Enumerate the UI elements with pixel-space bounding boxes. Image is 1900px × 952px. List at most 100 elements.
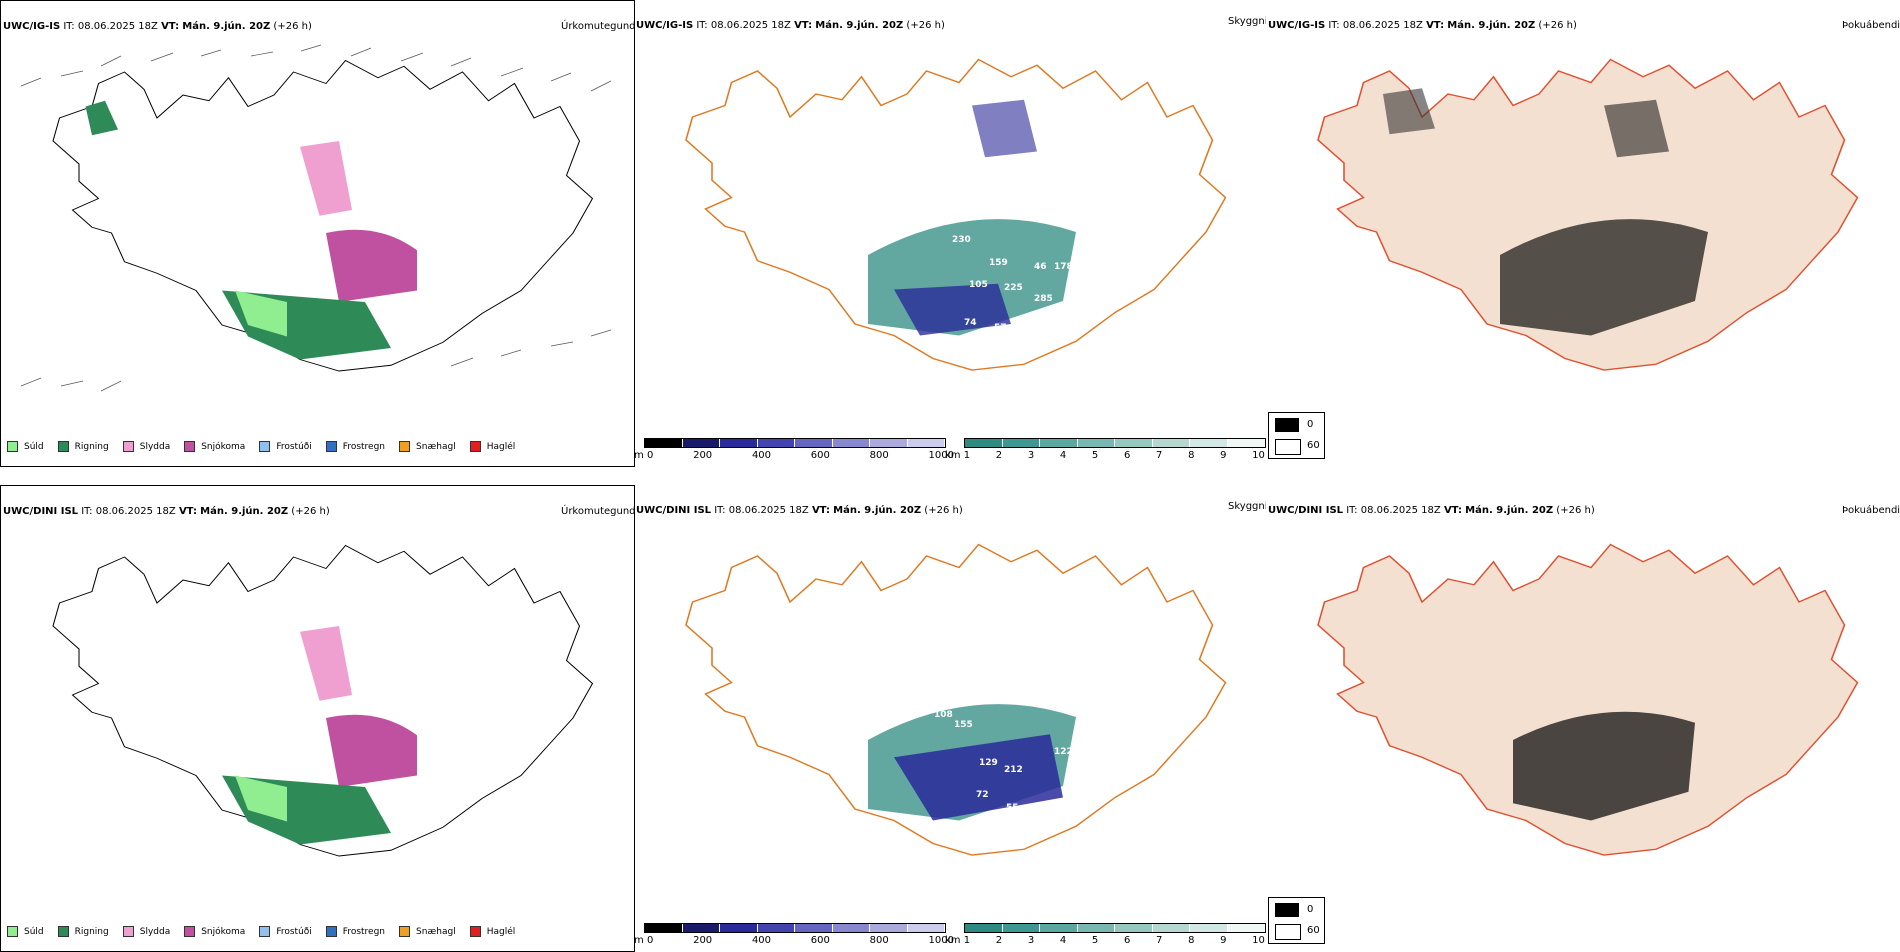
- precip-type-map-bottom: [52, 544, 594, 857]
- legend-swatch: [469, 926, 481, 937]
- fog-map-top: [1317, 58, 1859, 371]
- legend-swatch: [57, 441, 69, 452]
- panel-title-bottom-2: UWC/DINI ISL IT: 08.06.2025 18Z VT: Mán.…: [636, 505, 963, 516]
- legend-item: Slydda: [122, 441, 170, 452]
- legend-item: Rigning: [57, 441, 109, 452]
- cloud-label: 100: [989, 615, 1008, 625]
- panel-title-bottom-1: UWC/DINI ISL IT: 08.06.2025 18Z VT: Mán.…: [3, 506, 330, 517]
- cloud-label: 76: [934, 388, 947, 398]
- cloud-base-map-bottom: 100 65 108 155 129 212 343 122 93 100 72…: [685, 543, 1227, 856]
- cloud-base-label: Skyggni: [1228, 501, 1266, 512]
- cloud-label: 178: [1054, 262, 1073, 272]
- cloud-label: 105: [969, 280, 988, 290]
- cloud-label: 408: [1104, 276, 1123, 286]
- fog-legend-top: 0 60: [1268, 412, 1325, 459]
- legend-item: Haglél: [469, 441, 515, 452]
- cloud-label: 55: [1006, 803, 1019, 813]
- cloud-label: 54: [1014, 328, 1027, 338]
- legend-swatch: [399, 441, 411, 452]
- fog-panel-bottom: UWC/DINI ISL IT: 08.06.2025 18Z VT: Mán.…: [1266, 485, 1900, 950]
- cloud-label: 285: [1034, 294, 1053, 304]
- cloud-label: 225: [1004, 283, 1023, 293]
- cloud-label: 237: [986, 181, 1005, 191]
- cloud-label: 182: [1014, 176, 1033, 186]
- legend-item: Snæhagl: [399, 926, 456, 937]
- precip-type-panel-bottom: UWC/DINI ISL IT: 08.06.2025 18Z VT: Mán.…: [0, 485, 635, 952]
- legend-item: Súld: [7, 441, 44, 452]
- cloud-label: 74: [964, 318, 977, 328]
- fog-label: Þokuábendi: [1842, 20, 1900, 31]
- legend-swatch: [7, 441, 18, 452]
- cloud-label: 212: [1004, 765, 1023, 775]
- cloud-label: 105: [989, 348, 1008, 358]
- panel-title-top-3: UWC/IG-IS IT: 08.06.2025 18Z VT: Mán. 9.…: [1268, 20, 1577, 31]
- colorbar-km-top: [964, 438, 1266, 448]
- cloud-label: 12: [954, 823, 967, 833]
- colorbar-km-bottom: [964, 923, 1266, 933]
- fog-map-bottom: [1317, 543, 1859, 856]
- precip-legend-bottom: Súld Rigning Slydda Snjókoma Frostúði Fr…: [7, 926, 529, 937]
- colorbar-m-top: [644, 438, 946, 448]
- fog-label: Þokuábendi: [1842, 505, 1900, 516]
- cloud-label: 80: [910, 388, 923, 398]
- panel-title-top-2: UWC/IG-IS IT: 08.06.2025 18Z VT: Mán. 9.…: [636, 20, 945, 31]
- panel-title-bottom-3: UWC/DINI ISL IT: 08.06.2025 18Z VT: Mán.…: [1268, 505, 1595, 516]
- legend-item: Frostúði: [259, 441, 312, 452]
- cloud-label: 122: [1054, 747, 1073, 757]
- cloud-label: 334: [1084, 258, 1103, 268]
- legend-item: Súld: [7, 926, 44, 937]
- cloud-base-map-top: 159 46 178 334 153 105 225 285 74 57 54 …: [685, 58, 1227, 398]
- legend-swatch: [325, 441, 337, 452]
- precip-type-label: Úrkomutegund: [561, 21, 635, 32]
- fog-legend-bottom: 0 60: [1268, 897, 1325, 944]
- cloud-base-label: Skyggni: [1228, 16, 1266, 27]
- legend-item: Snjókoma: [184, 926, 245, 937]
- cloud-label: 65: [1059, 663, 1072, 673]
- legend-swatch: [184, 441, 196, 452]
- cloud-label: 76: [1044, 121, 1057, 131]
- legend-item: Snjókoma: [184, 441, 245, 452]
- colorbar-km-ticks: km 1 2 3 4 5 6 7 8 9 10: [945, 935, 1265, 946]
- cloud-label: 69: [1099, 778, 1112, 788]
- legend-item: Haglél: [469, 926, 515, 937]
- legend-swatch: [399, 926, 411, 937]
- legend-item: Rigning: [57, 926, 109, 937]
- precip-type-panel-top: UWC/IG-IS IT: 08.06.2025 18Z VT: Mán. 9.…: [0, 0, 635, 467]
- legend-swatch: [122, 926, 134, 937]
- cloud-label: 159: [989, 258, 1008, 268]
- cloud-label: 57: [994, 323, 1007, 333]
- cloud-label: 93: [1120, 730, 1133, 740]
- cloud-base-panel-top: UWC/IG-IS IT: 08.06.2025 18Z VT: Mán. 9.…: [634, 0, 1266, 465]
- legend-swatch: [122, 441, 134, 452]
- cloud-label: 153: [1114, 258, 1133, 268]
- legend-swatch: [469, 441, 481, 452]
- colorbar-m-ticks: m 0 200 400 600 800 1000: [634, 450, 954, 461]
- colorbar-m-bottom: [644, 923, 946, 933]
- cloud-label: 132: [924, 823, 943, 833]
- colorbar-m-ticks: m 0 200 400 600 800 1000: [634, 935, 954, 946]
- cloud-label: 72: [976, 790, 989, 800]
- cloud-label: 129: [979, 758, 998, 768]
- precip-type-map-top: [20, 44, 612, 392]
- cloud-base-panel-bottom: UWC/DINI ISL IT: 08.06.2025 18Z VT: Mán.…: [634, 485, 1266, 950]
- legend-item: Frostregn: [325, 926, 385, 937]
- legend-swatch: [7, 926, 18, 937]
- precip-legend-top: Súld Rigning Slydda Snjókoma Frostúði Fr…: [7, 441, 529, 452]
- cloud-label: 66: [944, 348, 957, 358]
- cloud-label: 89: [1074, 313, 1087, 323]
- legend-item: Snæhagl: [399, 441, 456, 452]
- precip-type-label: Úrkomutegund: [561, 506, 635, 517]
- legend-item: Slydda: [122, 926, 170, 937]
- cloud-label: 148: [1036, 803, 1055, 813]
- legend-swatch: [325, 926, 337, 937]
- legend-item: Frostúði: [259, 926, 312, 937]
- legend-swatch: [184, 926, 196, 937]
- legend-swatch: [57, 926, 69, 937]
- cloud-label: 100: [1120, 715, 1139, 725]
- cloud-label: 63: [1079, 799, 1092, 809]
- legend-item: Frostregn: [325, 441, 385, 452]
- legend-swatch: [259, 441, 271, 452]
- legend-swatch: [259, 926, 271, 937]
- cloud-label: 74: [1084, 786, 1097, 796]
- panel-title-top-1: UWC/IG-IS IT: 08.06.2025 18Z VT: Mán. 9.…: [3, 21, 312, 32]
